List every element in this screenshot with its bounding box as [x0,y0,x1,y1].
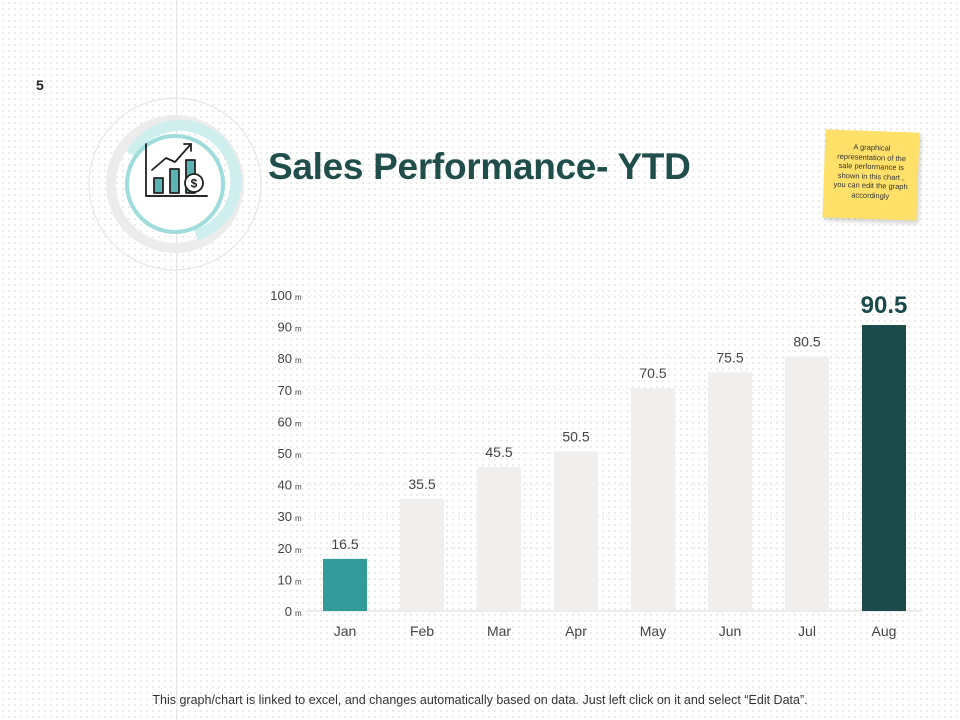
y-tick-label: 60 [278,414,292,429]
y-tick-label: 80 [278,351,292,366]
y-tick-label: 30 [278,509,292,524]
bar-jan[interactable] [323,558,367,611]
data-label: 50.5 [562,428,589,444]
x-tick-label: Aug [872,623,897,639]
x-tick-label: Mar [487,623,511,639]
bar-apr[interactable] [554,451,598,611]
bar-jul[interactable] [785,356,829,611]
bar-jun[interactable] [708,372,752,611]
data-label: 16.5 [331,536,358,552]
y-tick-unit: m [295,325,302,334]
y-tick-unit: m [295,293,302,302]
x-tick-label: Jun [719,623,742,639]
y-tick-label: 20 [278,541,292,556]
divider-line [176,0,177,720]
y-tick-label: 0 [285,604,292,619]
y-tick-unit: m [295,388,302,397]
y-tick-unit: m [295,356,302,365]
page-number: 5 [36,77,44,93]
x-tick-label: Apr [565,623,587,639]
x-tick-label: May [640,623,666,639]
y-tick-label: 90 [278,320,292,335]
y-tick-label: 40 [278,478,292,493]
y-tick-unit: m [295,514,302,523]
data-label: 35.5 [408,476,435,492]
teal-ring [126,119,242,241]
svg-text:$: $ [191,177,198,191]
x-tick-label: Jul [798,623,816,639]
y-tick-unit: m [295,546,302,555]
footnote: This graph/chart is linked to excel, and… [152,693,808,707]
x-tick-label: Jan [334,623,357,639]
bar-may[interactable] [631,388,675,611]
y-tick-unit: m [295,451,302,460]
header-icon-badge: $ [76,96,276,271]
data-label: 90.5 [861,292,908,319]
y-tick-unit: m [295,577,302,586]
bar-mar[interactable] [477,467,521,611]
y-tick-label: 100 [270,288,292,303]
y-tick-label: 70 [278,383,292,398]
data-label: 75.5 [716,349,743,365]
data-label: 45.5 [485,444,512,460]
y-tick-unit: m [295,609,302,618]
bar-aug[interactable] [862,325,906,611]
y-tick-unit: m [295,419,302,428]
data-label: 80.5 [793,334,820,350]
x-tick-label: Feb [410,623,434,639]
page-title: Sales Performance- YTD [268,146,691,187]
y-tick-label: 50 [278,446,292,461]
sales-growth-chart-icon: $ [145,143,208,197]
y-tick-label: 10 [278,572,292,587]
bar-feb[interactable] [400,498,444,611]
outer-ring [88,97,262,271]
y-tick-unit: m [295,483,302,492]
data-label: 70.5 [639,365,666,381]
